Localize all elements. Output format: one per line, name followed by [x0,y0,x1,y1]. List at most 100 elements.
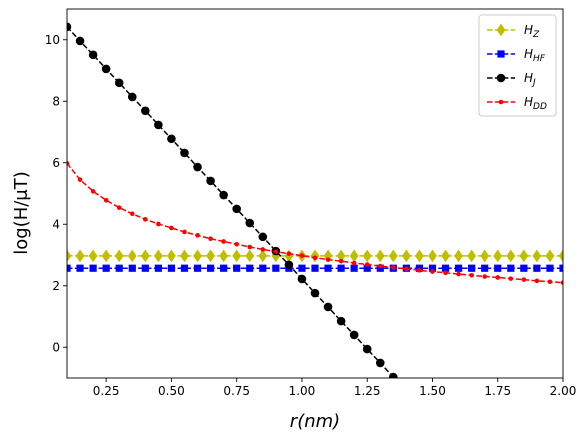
data-point [167,249,176,263]
plot-area [66,8,564,396]
data-point [167,134,176,144]
data-point [258,232,268,242]
data-point [467,249,477,263]
x-tick-label: 1.75 [484,384,511,398]
x-tick-label: 0.50 [158,384,185,398]
data-point [507,264,515,272]
data-point [312,255,318,261]
data-point [351,260,357,266]
series-h-dd [67,161,563,285]
series-h-z [67,249,563,263]
data-point [76,264,84,272]
data-point [245,218,255,228]
legend-label-sub: HF [533,54,546,64]
data-point [206,264,215,272]
data-point [141,264,149,272]
data-point [193,264,202,272]
y-tick-label: 10 [45,33,60,47]
data-point [67,264,71,272]
data-point [547,279,553,285]
legend-label: HZ [524,23,540,40]
data-point [193,162,202,172]
legend-label-sub: DD [533,102,547,112]
data-point [480,249,490,263]
data-point [193,249,202,263]
data-point [559,264,563,272]
data-point [349,249,359,263]
data-point [272,264,280,272]
data-point [325,257,331,262]
data-point [362,249,372,263]
data-point [245,249,255,263]
data-point [141,106,150,116]
data-point [377,263,383,269]
data-point [258,249,268,263]
x-tick-label: 1.50 [419,384,446,398]
data-point [182,229,187,235]
data-point [90,189,96,194]
series-layer [67,22,563,396]
data-point [233,264,241,272]
data-point [481,264,489,272]
legend-label-sub: J [531,78,536,88]
data-point [298,264,306,272]
series-h-j [67,22,411,396]
legend-box [478,14,557,117]
data-point [195,233,200,238]
data-point [494,264,502,272]
data-point [206,176,215,186]
data-point [402,387,411,396]
legend-marker [497,50,505,58]
data-point [430,269,435,274]
data-point [127,92,137,102]
data-point [116,205,122,210]
data-point [234,241,239,247]
y-tick-label: 4 [52,217,60,231]
legend-item: HHF [487,47,546,64]
legend-item: HJ [487,71,536,88]
data-point [508,276,514,281]
data-point [323,302,333,312]
data-point [495,275,501,280]
data-point [337,264,345,272]
data-point [67,22,72,32]
data-point [180,264,189,272]
data-point [88,50,98,60]
data-point [546,264,554,272]
x-axis-label: r(nm) [290,411,340,432]
legend-marker [498,99,504,105]
x-tick-label: 2.00 [550,384,577,398]
data-point [180,148,189,158]
legend-marker [496,23,506,37]
legend: HZ HHF HJ HDD [478,14,557,117]
data-point [362,344,372,354]
data-point [260,247,266,252]
data-point [336,316,346,326]
data-point [219,249,229,263]
data-point [456,271,461,277]
x-tick-label: 0.75 [223,384,250,398]
legend-label-sub: Z [532,30,540,40]
data-point [284,260,294,270]
data-point [101,249,111,263]
data-point [101,64,111,74]
data-point [560,280,563,285]
y-tick-label: 2 [52,279,60,293]
data-point [153,249,163,263]
data-point [206,249,215,263]
legend-label: HDD [524,95,547,112]
data-point [140,249,150,263]
data-point [401,249,411,263]
data-point [375,358,385,368]
data-point [493,249,503,263]
data-point [127,249,137,263]
data-point [534,278,540,284]
data-point [443,270,448,276]
data-point [77,177,83,182]
legend-marker [496,73,506,83]
data-point [519,249,529,263]
data-point [506,249,516,263]
data-point [114,249,124,263]
data-point [311,264,319,272]
